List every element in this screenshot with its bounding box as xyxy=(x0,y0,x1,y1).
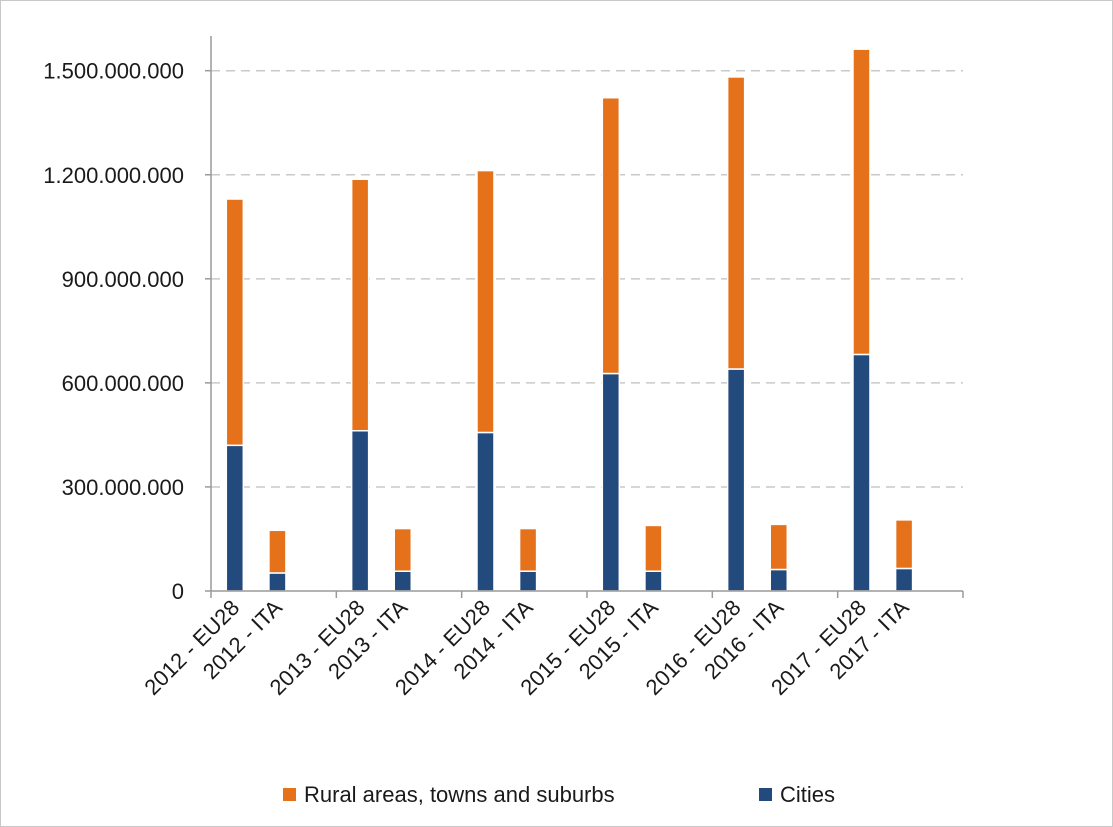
bar-segment-rural xyxy=(726,76,746,370)
bar-segment-cities xyxy=(894,567,914,592)
bar-segment-rural xyxy=(350,178,370,432)
legend-swatch xyxy=(283,788,296,801)
y-tick-labels: 0 300.000.000 600.000.000 900.000.000 1.200.… xyxy=(43,59,184,604)
y-tick-label: 600.000.000 xyxy=(62,371,184,396)
bar-segment-cities xyxy=(518,570,538,592)
axes xyxy=(205,36,964,598)
bar-segment-rural xyxy=(601,96,621,375)
gridlines xyxy=(211,69,963,488)
bar-segment-cities xyxy=(476,431,495,592)
y-tick-label: 0 xyxy=(172,579,184,604)
bar-segment-rural xyxy=(769,523,789,571)
bar-segment-cities xyxy=(393,570,413,592)
legend-swatch xyxy=(759,788,772,801)
bar-segment-cities xyxy=(268,572,287,592)
bar-segment-cities xyxy=(225,444,245,592)
bar-segment-rural xyxy=(393,527,413,572)
bar-segment-rural xyxy=(852,48,871,356)
y-tick-label: 300.000.000 xyxy=(62,475,184,500)
legend: Rural areas, towns and suburbs Cities xyxy=(283,782,835,807)
bar-segment-rural xyxy=(225,198,245,447)
bar-segment-cities xyxy=(350,429,370,592)
bars xyxy=(225,48,914,592)
bar-segment-cities xyxy=(601,372,621,592)
legend-label: Rural areas, towns and suburbs xyxy=(304,782,615,807)
legend-item-cities: Cities xyxy=(759,782,835,807)
bar-segment-rural xyxy=(268,529,287,574)
bar-segment-rural xyxy=(644,524,663,572)
legend-item-rural: Rural areas, towns and suburbs xyxy=(283,782,615,807)
bar-segment-cities xyxy=(852,353,871,592)
y-tick-label: 1.500.000.000 xyxy=(43,59,184,84)
bar-segment-rural xyxy=(518,527,538,572)
bar-segment-cities xyxy=(726,368,746,592)
bar-segment-cities xyxy=(769,568,789,592)
legend-label: Cities xyxy=(780,782,835,807)
y-tick-label: 900.000.000 xyxy=(62,267,184,292)
bar-segment-cities xyxy=(644,570,663,592)
bar-segment-rural xyxy=(894,519,914,570)
y-tick-label: 1.200.000.000 xyxy=(43,163,184,188)
bar-segment-rural xyxy=(476,169,495,434)
